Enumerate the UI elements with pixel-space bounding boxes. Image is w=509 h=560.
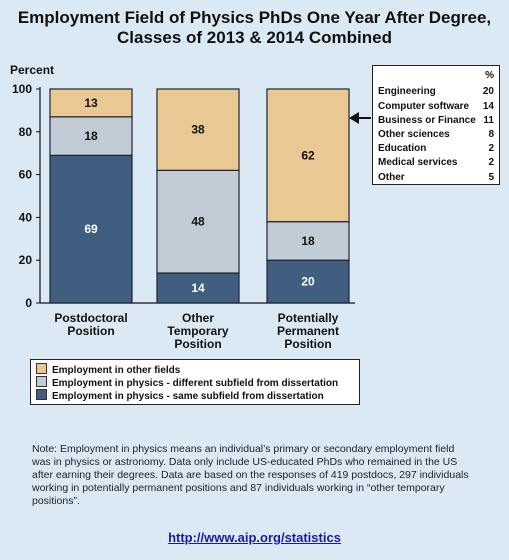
footnote: Note: Employment in physics means an ind… xyxy=(32,443,469,507)
breakdown-header: % xyxy=(485,70,494,81)
statistics-link[interactable]: http://www.aip.org/statistics xyxy=(168,530,341,545)
chart-title: Employment Field of Physics PhDs One Yea… xyxy=(0,8,509,48)
breakdown-value: 14 xyxy=(482,101,494,112)
x-category-label: Other xyxy=(182,311,214,325)
breakdown-row: Business or Finance 11 xyxy=(378,115,494,129)
y-tick-label: 60 xyxy=(19,168,33,182)
legend-item-other-fields: Employment in other fields xyxy=(36,363,180,376)
bar-value-label: 69 xyxy=(84,222,98,236)
other-fields-breakdown: % Engineering 20 Computer software 14 Busi… xyxy=(372,65,500,185)
bar-value-label: 20 xyxy=(301,275,315,289)
bar-value-label: 18 xyxy=(84,129,98,143)
chart-title-line2: Classes of 2013 & 2014 Combined xyxy=(117,28,392,47)
x-category-label: Postdoctoral xyxy=(54,311,127,325)
breakdown-value: 20 xyxy=(482,86,494,97)
breakdown-value: 2 xyxy=(488,143,494,154)
bar-segment xyxy=(156,88,240,171)
legend-label: Employment in physics - same subfield fr… xyxy=(52,391,324,402)
breakdown-label: Other xyxy=(378,172,405,183)
breakdown-label: Business or Finance xyxy=(378,115,476,126)
bar-value-label: 48 xyxy=(191,215,205,229)
bar-value-label: 13 xyxy=(84,96,98,110)
legend-item-different-subfield: Employment in physics - different subfie… xyxy=(36,376,338,389)
legend-swatch xyxy=(36,363,47,374)
bar-segment xyxy=(266,88,350,223)
x-category-label: Temporary xyxy=(167,324,228,338)
bar-value-label: 14 xyxy=(191,281,205,295)
y-tick-label: 100 xyxy=(12,82,32,96)
x-category-label: Position xyxy=(284,337,331,351)
bar-segment xyxy=(49,154,133,304)
breakdown-value: 11 xyxy=(483,115,494,126)
legend-label: Employment in other fields xyxy=(52,365,181,376)
x-category-label: Permanent xyxy=(277,324,339,338)
breakdown-label: Computer software xyxy=(378,101,470,112)
bar-segment xyxy=(49,88,133,118)
y-tick-label: 0 xyxy=(25,296,32,310)
bar-segment xyxy=(266,259,350,304)
bar-value-label: 38 xyxy=(191,123,205,137)
y-tick-label: 40 xyxy=(19,210,33,224)
y-axis-title: Percent xyxy=(10,63,54,77)
bar-segment xyxy=(156,169,240,274)
x-category-label: Potentially xyxy=(278,311,339,325)
x-category-label: Position xyxy=(67,324,114,338)
legend-item-same-subfield: Employment in physics - same subfield fr… xyxy=(36,389,324,402)
breakdown-row: Other 5 xyxy=(378,172,494,186)
breakdown-row: Education 2 xyxy=(378,143,494,157)
breakdown-label: Education xyxy=(378,143,427,154)
bar-segment xyxy=(49,116,133,156)
chart-title-line1: Employment Field of Physics PhDs One Yea… xyxy=(17,8,492,27)
breakdown-label: Other sciences xyxy=(378,129,450,140)
y-tick-label: 80 xyxy=(19,125,33,139)
bar-value-label: 18 xyxy=(301,234,315,248)
breakdown-label: Medical services xyxy=(378,157,458,168)
breakdown-value: 8 xyxy=(488,129,494,140)
legend-swatch xyxy=(36,389,47,400)
x-category-label: Position xyxy=(174,337,221,351)
breakdown-row: Medical services 2 xyxy=(378,157,494,171)
y-tick-label: 20 xyxy=(19,253,33,267)
bar-value-label: 62 xyxy=(301,148,315,162)
legend-swatch xyxy=(36,376,47,387)
callout-arrow-head xyxy=(349,112,359,124)
breakdown-value: 5 xyxy=(488,172,494,183)
breakdown-label: Engineering xyxy=(378,86,436,97)
legend-label: Employment in physics - different subfie… xyxy=(52,378,339,389)
breakdown-row: Other sciences 8 xyxy=(378,129,494,143)
breakdown-value: 2 xyxy=(488,157,494,168)
breakdown-row: Engineering 20 xyxy=(378,86,494,100)
bar-segment xyxy=(266,221,350,261)
chart-legend: Employment in other fields Employment in… xyxy=(30,359,360,405)
breakdown-row: Computer software 14 xyxy=(378,101,494,115)
